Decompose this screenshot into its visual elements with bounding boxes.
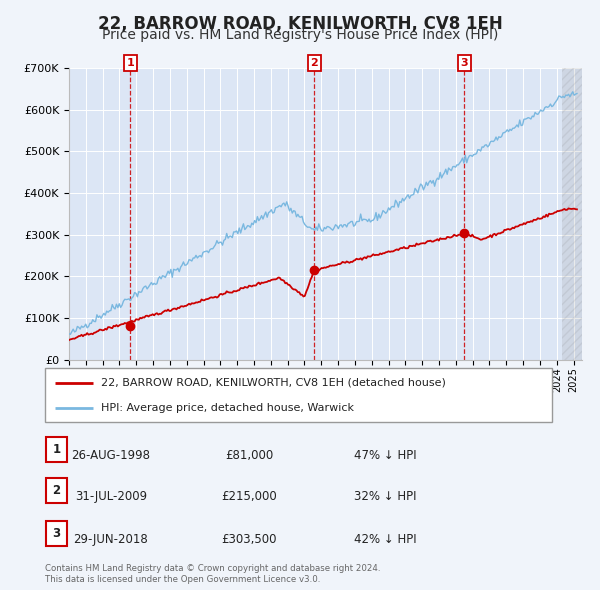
Text: Price paid vs. HM Land Registry's House Price Index (HPI): Price paid vs. HM Land Registry's House … <box>102 28 498 42</box>
Text: HPI: Average price, detached house, Warwick: HPI: Average price, detached house, Warw… <box>101 404 354 413</box>
FancyBboxPatch shape <box>46 437 67 462</box>
Text: £303,500: £303,500 <box>221 533 277 546</box>
Text: 42% ↓ HPI: 42% ↓ HPI <box>354 533 416 546</box>
Text: 26-AUG-1998: 26-AUG-1998 <box>71 448 151 461</box>
Text: Contains HM Land Registry data © Crown copyright and database right 2024.: Contains HM Land Registry data © Crown c… <box>45 565 380 573</box>
FancyBboxPatch shape <box>46 478 67 503</box>
Text: 1: 1 <box>52 442 61 456</box>
Text: 2: 2 <box>310 58 318 68</box>
FancyBboxPatch shape <box>45 368 552 422</box>
Text: This data is licensed under the Open Government Licence v3.0.: This data is licensed under the Open Gov… <box>45 575 320 584</box>
Text: 3: 3 <box>460 58 468 68</box>
FancyBboxPatch shape <box>46 521 67 546</box>
Text: 22, BARROW ROAD, KENILWORTH, CV8 1EH (detached house): 22, BARROW ROAD, KENILWORTH, CV8 1EH (de… <box>101 378 446 388</box>
Text: 1: 1 <box>127 58 134 68</box>
Text: 2: 2 <box>52 484 61 497</box>
Text: £81,000: £81,000 <box>225 448 273 461</box>
Text: 31-JUL-2009: 31-JUL-2009 <box>75 490 147 503</box>
Text: 22, BARROW ROAD, KENILWORTH, CV8 1EH: 22, BARROW ROAD, KENILWORTH, CV8 1EH <box>98 15 502 33</box>
Text: 32% ↓ HPI: 32% ↓ HPI <box>354 490 416 503</box>
Text: 29-JUN-2018: 29-JUN-2018 <box>74 533 148 546</box>
Text: £215,000: £215,000 <box>221 490 277 503</box>
Text: 3: 3 <box>52 527 61 540</box>
Text: 47% ↓ HPI: 47% ↓ HPI <box>354 448 416 461</box>
